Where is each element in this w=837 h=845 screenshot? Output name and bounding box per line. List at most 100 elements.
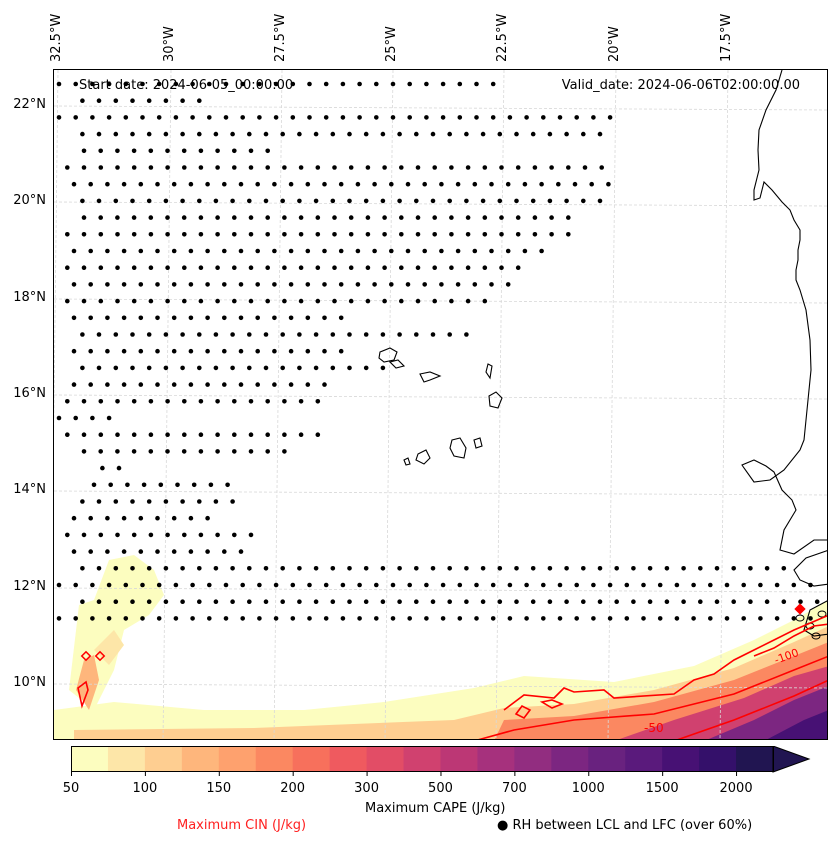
rh-dot (248, 265, 254, 270)
rh-dot (121, 549, 127, 554)
parallel-line (54, 105, 827, 111)
colorbar-segment (292, 746, 331, 772)
colorbar-segment (662, 746, 700, 772)
rh-dot (155, 382, 160, 387)
rh-dot (549, 232, 554, 237)
rh-dot (355, 282, 361, 287)
rh-dot (238, 315, 244, 321)
rh-dot (213, 599, 219, 604)
rh-dot (347, 198, 352, 204)
rh-dot (357, 81, 362, 87)
rh-dot (165, 298, 170, 304)
rh-dot (464, 566, 469, 571)
rh-dot (332, 215, 337, 220)
rh-dot (564, 198, 569, 204)
rh-dot (223, 582, 229, 588)
rh-dot (171, 382, 177, 387)
rh-dot (338, 181, 344, 187)
rh-dot (238, 248, 244, 254)
rh-dot (108, 482, 113, 488)
rh-dot (572, 181, 578, 187)
rh-dot (307, 582, 312, 588)
rh-dot (232, 215, 237, 220)
rh-dot (355, 181, 361, 187)
latitude-label: 14°N (13, 482, 46, 497)
rh-dot (88, 181, 93, 187)
rh-dot (265, 265, 270, 270)
rh-dot (280, 198, 285, 204)
longitude-label: 17.5°W (719, 13, 734, 62)
rh-dot (215, 232, 220, 237)
rh-dot (288, 348, 294, 354)
rh-dot (399, 232, 404, 237)
rh-dot (382, 298, 387, 304)
colorbar-tick-label: 1000 (571, 781, 605, 796)
rh-dot (115, 298, 120, 304)
rh-dot (439, 282, 444, 287)
rh-dot (215, 532, 220, 538)
rh-dot (340, 582, 346, 588)
rh-dot (322, 382, 327, 387)
rh-dot (71, 549, 77, 554)
rh-dot (515, 232, 521, 237)
rh-dot (415, 265, 421, 270)
rh-dot (455, 181, 461, 187)
rh-dot (455, 248, 461, 254)
rh-dot (182, 165, 187, 170)
rh-dot (315, 432, 321, 438)
rh-dot (73, 81, 78, 87)
rh-dot (148, 265, 154, 270)
rh-dot (514, 599, 519, 604)
rh-dot (664, 599, 670, 604)
rh-dot (188, 549, 194, 554)
rh-dot (138, 382, 144, 387)
rh-dot (332, 298, 337, 304)
rh-dot (123, 81, 129, 87)
rh-dot (165, 165, 170, 170)
rh-dot (106, 415, 112, 421)
rh-dot (380, 365, 386, 371)
rh-dot (399, 298, 404, 304)
rh-dot (265, 165, 270, 170)
rh-dot (205, 315, 210, 321)
rh-dot (81, 265, 87, 270)
rh-dot (80, 98, 85, 103)
rh-dot (647, 599, 653, 604)
rh-dot (222, 348, 227, 354)
rh-dot (298, 432, 304, 438)
island-outline (378, 347, 398, 363)
rh-dot (248, 449, 254, 454)
rh-dot (191, 482, 197, 488)
rh-dot (465, 298, 471, 304)
rh-dot (96, 332, 102, 337)
rh-dot (791, 616, 797, 621)
rh-dot (131, 165, 137, 170)
rh-dot (330, 566, 336, 571)
cin-contour (478, 655, 827, 739)
rh-dot (589, 181, 594, 187)
rh-dot (81, 215, 87, 220)
rh-dot (280, 566, 285, 571)
rh-dot (305, 382, 311, 387)
colorbar-tick-label: 700 (501, 781, 527, 796)
rh-dot (698, 566, 703, 571)
rh-dot (165, 532, 170, 538)
rh-dot (232, 449, 237, 454)
rh-dot (197, 98, 202, 103)
rh-dot (222, 248, 227, 254)
rh-dot (482, 165, 488, 170)
rh-dot (407, 115, 413, 120)
rh-dot (232, 298, 237, 304)
rh-dot (382, 265, 387, 270)
rh-dot (81, 165, 87, 170)
rh-dot (223, 616, 229, 621)
rh-dot (232, 232, 237, 237)
rh-dot (257, 582, 262, 588)
rh-dot (130, 365, 135, 371)
rh-dot (173, 115, 179, 120)
rh-dot (130, 566, 135, 571)
colorbar-tick-label: 2000 (719, 781, 753, 796)
rh-dot (81, 148, 87, 154)
rh-dot (348, 298, 354, 304)
cape-area (767, 710, 827, 739)
